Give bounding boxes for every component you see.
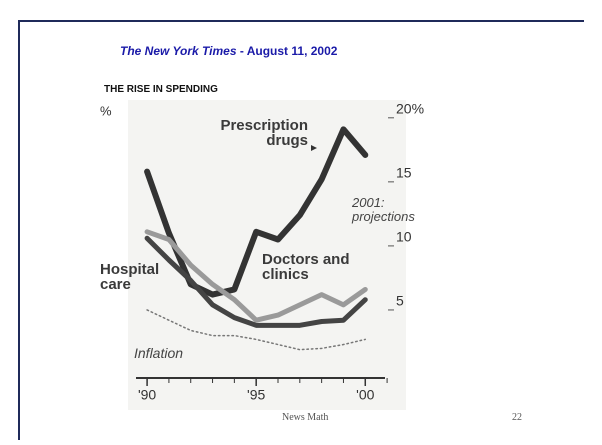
series-label: Doctors and clinics [262,251,350,283]
series-label: Inflation [134,345,184,361]
slide-frame [18,20,584,440]
series-label: Hospital care [100,261,160,293]
source-name: The New York Times [120,44,237,58]
y-tick-label: 20% [396,101,424,117]
x-tick-label: '00 [356,387,374,403]
source-line: The New York Times - August 11, 2002 [120,44,337,58]
annotation: 2001: projections [352,195,415,224]
y-tick-label: 10 [396,229,412,245]
series-line [144,229,368,323]
chart-title: THE RISE IN SPENDING [104,84,218,95]
y-tick-label: 15 [396,165,412,181]
page-number: 22 [512,412,522,423]
footer-text: News Math [282,412,329,423]
x-tick-label: '95 [247,387,265,403]
label-arrow [311,145,317,151]
series-line [144,126,369,298]
series-line [146,309,367,351]
y-axis-label: % [100,103,112,118]
y-tick-label: 5 [396,293,404,309]
series-line [144,235,368,328]
x-tick-label: '90 [138,387,156,403]
source-date: - August 11, 2002 [236,44,338,58]
series-label: Prescription drugs [220,117,308,149]
